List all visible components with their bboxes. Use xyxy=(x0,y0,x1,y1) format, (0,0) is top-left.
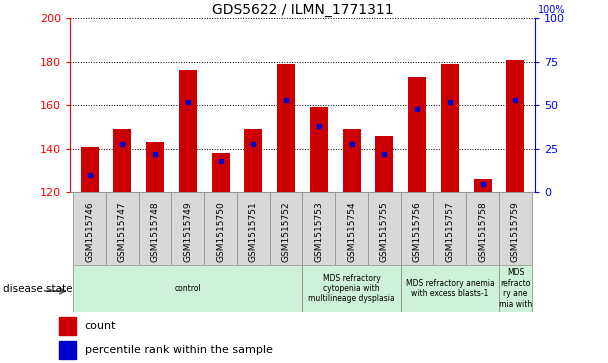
Bar xyxy=(368,192,401,265)
Text: GSM1515757: GSM1515757 xyxy=(446,201,454,262)
Text: MDS refractory anemia
with excess blasts-1: MDS refractory anemia with excess blasts… xyxy=(406,279,494,298)
Bar xyxy=(302,265,401,312)
Text: GSM1515758: GSM1515758 xyxy=(478,201,487,262)
Bar xyxy=(506,60,524,192)
Text: GSM1515759: GSM1515759 xyxy=(511,201,520,262)
Text: GSM1515753: GSM1515753 xyxy=(314,201,323,262)
Text: percentile rank within the sample: percentile rank within the sample xyxy=(85,345,272,355)
Bar xyxy=(401,265,499,312)
Text: MDS refractory
cytopenia with
multilineage dysplasia: MDS refractory cytopenia with multilinea… xyxy=(308,274,395,303)
Bar xyxy=(466,192,499,265)
Bar xyxy=(434,192,466,265)
Bar xyxy=(302,192,335,265)
Text: GSM1515748: GSM1515748 xyxy=(151,201,159,262)
Bar xyxy=(204,192,237,265)
Bar xyxy=(237,192,270,265)
Bar xyxy=(441,64,459,192)
Bar xyxy=(179,70,197,192)
Bar xyxy=(270,192,303,265)
Title: GDS5622 / ILMN_1771311: GDS5622 / ILMN_1771311 xyxy=(212,3,393,17)
Text: MDS
refracto
ry ane
mia with: MDS refracto ry ane mia with xyxy=(499,269,532,309)
Text: GSM1515756: GSM1515756 xyxy=(413,201,421,262)
Text: control: control xyxy=(174,284,201,293)
Bar xyxy=(335,192,368,265)
Text: GSM1515750: GSM1515750 xyxy=(216,201,225,262)
Text: GSM1515749: GSM1515749 xyxy=(184,201,192,262)
Bar xyxy=(375,136,393,192)
Bar xyxy=(408,77,426,192)
Bar xyxy=(73,192,106,265)
Bar xyxy=(146,142,164,192)
Text: GSM1515751: GSM1515751 xyxy=(249,201,258,262)
Bar xyxy=(113,129,131,192)
Text: GSM1515747: GSM1515747 xyxy=(118,201,127,262)
Bar xyxy=(212,153,230,192)
Bar xyxy=(277,64,295,192)
Bar xyxy=(310,107,328,192)
Text: GSM1515746: GSM1515746 xyxy=(85,201,94,262)
Text: count: count xyxy=(85,321,116,331)
Bar xyxy=(139,192,171,265)
Bar xyxy=(59,317,76,335)
Bar xyxy=(474,179,492,192)
Bar xyxy=(73,265,302,312)
Text: disease state: disease state xyxy=(3,284,72,294)
Bar xyxy=(171,192,204,265)
Text: GSM1515752: GSM1515752 xyxy=(282,201,291,262)
Bar xyxy=(81,147,98,192)
Bar xyxy=(244,129,263,192)
Bar xyxy=(499,265,532,312)
Bar xyxy=(342,129,361,192)
Text: GSM1515754: GSM1515754 xyxy=(347,201,356,262)
Text: GSM1515755: GSM1515755 xyxy=(380,201,389,262)
Bar xyxy=(106,192,139,265)
Bar xyxy=(59,341,76,359)
Bar xyxy=(401,192,434,265)
Bar xyxy=(499,192,532,265)
Text: 100%: 100% xyxy=(538,5,565,15)
